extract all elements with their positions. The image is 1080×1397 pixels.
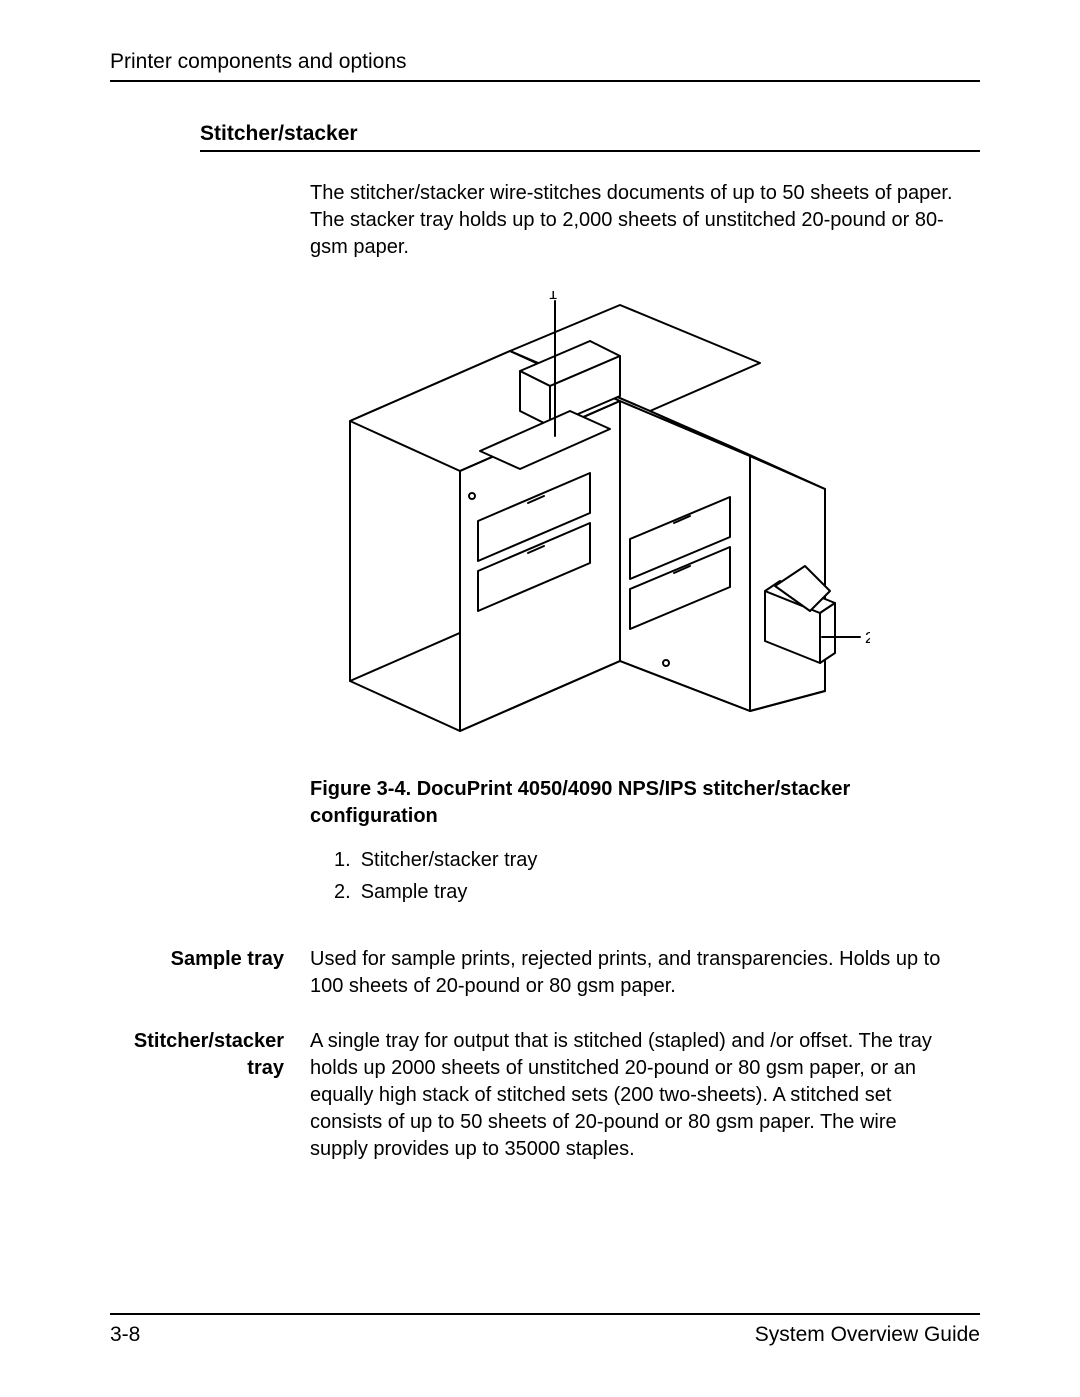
callout-1: 1 <box>549 291 558 303</box>
printer-diagram: 1 <box>310 291 870 751</box>
callout-2: 2 <box>865 630 870 647</box>
footer-doc-title: System Overview Guide <box>755 1323 980 1347</box>
definition-row: Sample tray Used for sample prints, reje… <box>110 946 980 1000</box>
footer-page-number: 3-8 <box>110 1323 140 1347</box>
list-num: 1. <box>334 844 351 876</box>
list-num: 2. <box>334 876 351 908</box>
definition-body: Used for sample prints, rejected prints,… <box>310 946 980 1000</box>
list-item: 1. Stitcher/stacker tray <box>310 844 980 876</box>
intro-block: The stitcher/stacker wire-stitches docum… <box>310 180 960 261</box>
section-heading: Stitcher/stacker <box>200 122 980 146</box>
definition-body: A single tray for output that is stitche… <box>310 1028 980 1163</box>
page-footer: 3-8 System Overview Guide <box>110 1313 980 1347</box>
intro-paragraph: The stitcher/stacker wire-stitches docum… <box>310 180 960 261</box>
header-title: Printer components and options <box>110 50 980 74</box>
list-text: Stitcher/stacker tray <box>361 844 538 876</box>
page-header: Printer components and options <box>110 50 980 82</box>
figure-caption: Figure 3-4. DocuPrint 4050/4090 NPS/IPS … <box>310 776 940 830</box>
list-item: 2. Sample tray <box>310 876 980 908</box>
definition-row: Stitcher/stacker tray A single tray for … <box>110 1028 980 1163</box>
figure-container: 1 <box>310 291 980 756</box>
figure-legend-list: 1. Stitcher/stacker tray 2. Sample tray <box>310 844 980 908</box>
list-text: Sample tray <box>361 876 468 908</box>
definition-term: Sample tray <box>110 946 310 1000</box>
section-heading-row: Stitcher/stacker <box>200 122 980 152</box>
definition-term: Stitcher/stacker tray <box>110 1028 310 1163</box>
